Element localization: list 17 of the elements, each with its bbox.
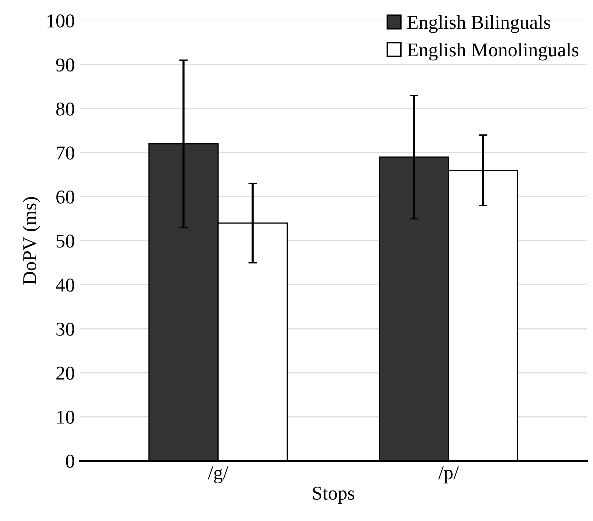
y-tick-label: 30 — [56, 322, 74, 336]
x-axis-title: Stops — [313, 486, 354, 504]
x-tick-label: /g/ — [208, 466, 229, 484]
y-tick-label: 50 — [56, 234, 74, 248]
y-tick-label: 100 — [48, 14, 74, 28]
y-tick-label: 70 — [57, 146, 74, 160]
y-tick-label: 60 — [56, 190, 74, 204]
y-tick-label: 40 — [56, 278, 74, 292]
y-tick-label: 0 — [66, 454, 74, 468]
y-tick-label: 80 — [56, 102, 74, 116]
y-tick-label: 20 — [56, 366, 74, 380]
y-tick-label: 90 — [56, 58, 74, 72]
legend-label: English Monolinguals — [408, 43, 579, 61]
y-axis-title: DoPV (ms) — [22, 197, 40, 285]
x-tick-label: /p/ — [438, 466, 460, 484]
y-tick-label: 10 — [57, 410, 74, 424]
legend-label: English Bilinguals — [408, 16, 551, 34]
